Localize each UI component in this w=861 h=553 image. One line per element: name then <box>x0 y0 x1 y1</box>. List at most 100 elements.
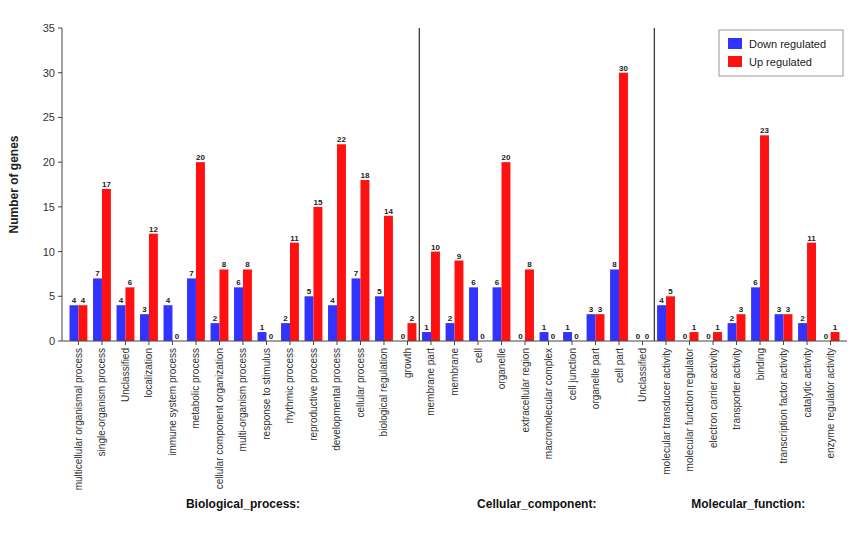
tick-label: 35 <box>43 22 55 34</box>
data-label: 1 <box>424 323 429 332</box>
bar <box>587 314 596 341</box>
data-label: 1 <box>692 323 697 332</box>
bar <box>760 135 769 341</box>
data-label: 0 <box>574 332 579 341</box>
bar <box>219 269 228 341</box>
tick <box>313 341 314 345</box>
data-label: 18 <box>361 171 370 180</box>
tick <box>501 341 502 345</box>
tick <box>58 251 62 252</box>
data-label: 5 <box>377 287 382 296</box>
tick-label: macromolecular complex <box>543 348 554 459</box>
data-label: 20 <box>502 153 511 162</box>
tick <box>478 341 479 345</box>
data-label: 20 <box>196 153 205 162</box>
bar <box>117 305 126 341</box>
tick-label: molecular transducer activity <box>661 348 672 475</box>
section-label: Cellular_component: <box>477 497 596 511</box>
bar <box>407 323 416 341</box>
tick-label: catalytic activity <box>802 348 813 417</box>
data-label: 3 <box>739 305 744 314</box>
data-label: 2 <box>448 314 453 323</box>
section-labels: Biological_process: Cellular_component: Mo… <box>186 497 805 511</box>
tick <box>807 341 808 345</box>
tick-label: biological regulation <box>378 348 389 436</box>
bar <box>281 323 290 341</box>
tick-label: multi-organism process <box>237 348 248 451</box>
tick <box>58 206 62 207</box>
tick-label: transcription factor activity <box>778 348 789 464</box>
data-label: 1 <box>565 323 570 332</box>
bar <box>149 234 158 341</box>
data-label: 0 <box>175 332 180 341</box>
tick-label: cell part <box>614 348 625 383</box>
bars <box>70 73 840 341</box>
section-label: Biological_process: <box>186 497 300 511</box>
data-labels: 4743472612547501266011380400263204176120… <box>72 64 838 341</box>
data-label: 2 <box>410 314 415 323</box>
bar <box>502 162 511 341</box>
section-label: Molecular_function: <box>691 497 805 511</box>
tick-label: localization <box>143 348 154 397</box>
data-label: 10 <box>431 243 440 252</box>
data-label: 1 <box>542 323 547 332</box>
data-label: 7 <box>354 269 359 278</box>
data-label: 8 <box>612 260 617 269</box>
tick-label: transporter activity <box>731 348 742 430</box>
tick <box>830 341 831 345</box>
tick-label: cell junction <box>567 348 578 400</box>
legend-swatch <box>728 38 742 49</box>
bar <box>751 287 760 341</box>
data-label: 12 <box>149 225 158 234</box>
tick <box>219 341 220 345</box>
data-label: 3 <box>786 305 791 314</box>
tick-label: cell <box>473 348 484 363</box>
y-ticks: 05101520253035 <box>43 22 62 347</box>
bar <box>446 323 455 341</box>
data-label: 1 <box>715 323 720 332</box>
bar <box>243 269 252 341</box>
bar <box>258 332 267 341</box>
bar <box>125 287 134 341</box>
chart: 4743472612547501266011380400263204176120… <box>0 0 861 553</box>
data-label: 11 <box>807 234 816 243</box>
bar <box>211 323 220 341</box>
bar <box>164 305 173 341</box>
bar <box>140 314 149 341</box>
tick-label: 25 <box>43 111 55 123</box>
tick-label: Unclassified <box>637 348 648 402</box>
data-label: 8 <box>245 260 250 269</box>
tick <box>572 341 573 345</box>
bar <box>290 243 299 341</box>
bar <box>337 144 346 341</box>
data-label: 2 <box>213 314 218 323</box>
section-divider <box>419 28 420 341</box>
data-label: 7 <box>95 269 100 278</box>
tick-label: organelle <box>496 348 507 390</box>
data-label: 14 <box>384 207 393 216</box>
bar <box>455 261 464 341</box>
data-label: 3 <box>142 305 147 314</box>
data-label: 5 <box>307 287 312 296</box>
bar <box>610 269 619 341</box>
tick <box>58 117 62 118</box>
tick-label: response to stimulus <box>261 348 272 440</box>
bar <box>657 305 666 341</box>
bar <box>422 332 431 341</box>
tick <box>383 341 384 345</box>
bar <box>196 162 205 341</box>
bar <box>619 73 628 341</box>
data-label: 22 <box>337 135 346 144</box>
tick <box>58 341 62 342</box>
data-label: 0 <box>269 332 274 341</box>
tick-label: cellular process <box>355 348 366 417</box>
bar <box>596 314 605 341</box>
legend-box <box>719 30 843 76</box>
tick-label: single-organism process <box>96 348 107 456</box>
section-divider <box>654 28 655 341</box>
tick <box>783 341 784 345</box>
tick <box>242 341 243 345</box>
tick-label: electron carrier activity <box>708 348 719 448</box>
tick <box>78 341 79 345</box>
bar <box>540 332 549 341</box>
